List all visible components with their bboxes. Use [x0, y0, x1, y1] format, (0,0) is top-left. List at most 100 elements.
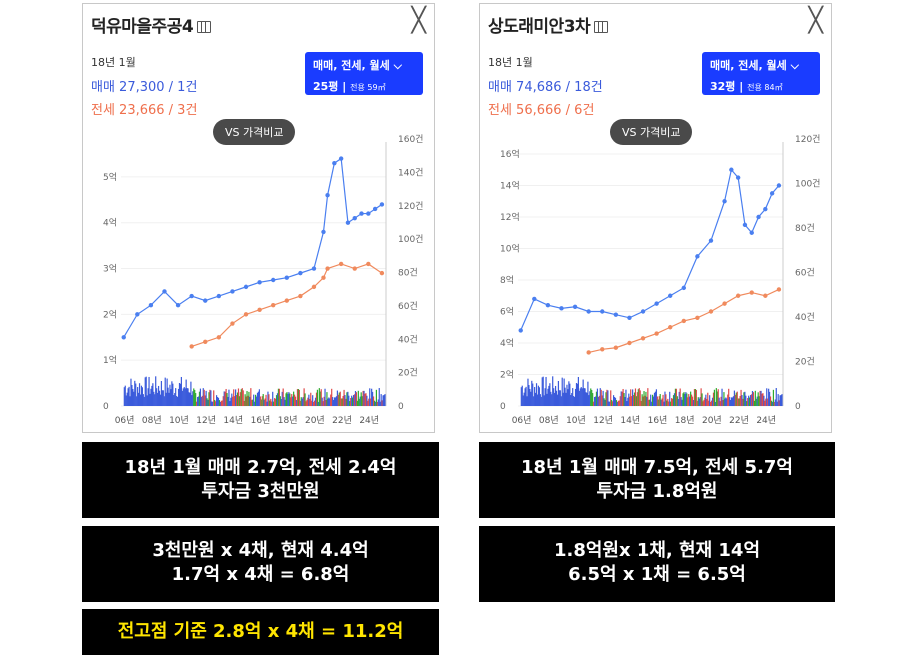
volume-bar [544, 388, 546, 406]
volume-bar [228, 389, 230, 406]
volume-bar [291, 394, 293, 406]
volume-bar [781, 394, 783, 406]
price-point [325, 266, 330, 271]
volume-bar [336, 390, 339, 406]
volume-bar [737, 398, 739, 406]
x-tick-label: 20년 [702, 415, 722, 426]
price-point [189, 344, 194, 349]
volume-bar [759, 390, 761, 406]
volume-bar [623, 393, 625, 406]
volume-bar [534, 392, 537, 406]
price-point [372, 206, 378, 212]
volume-bar [225, 388, 227, 406]
summary-line: 18년 1월 매매 2.7억, 전세 2.4억 [124, 457, 397, 478]
volume-bar [679, 388, 681, 406]
type-filter-button[interactable]: 매매, 전세, 월세 ⌵ 32평 | 전용 84㎡ [702, 52, 820, 95]
volume-bar [161, 390, 163, 406]
volume-bar [554, 385, 557, 406]
price-point [332, 160, 337, 166]
volume-bar [599, 388, 601, 406]
volume-bar [315, 392, 318, 406]
volume-bar [547, 388, 549, 406]
volume-bar [362, 390, 364, 406]
price-point [284, 298, 289, 303]
close-icon[interactable]: ╳ [808, 6, 823, 34]
price-point [722, 199, 727, 204]
volume-bar [278, 388, 280, 406]
filter-area: 전용 84㎡ [747, 83, 783, 92]
volume-bar [217, 397, 220, 406]
volume-bar [186, 388, 188, 406]
x-tick-label: 08년 [539, 415, 559, 426]
x-tick-label: 20년 [305, 415, 325, 426]
volume-bar [535, 383, 538, 406]
volume-bar [770, 400, 773, 406]
map-icon[interactable] [197, 21, 212, 33]
price-point [271, 277, 276, 283]
volume-bar [141, 387, 143, 406]
volume-bar [266, 401, 268, 406]
vs-compare-button[interactable]: VS 가격비교 [610, 119, 693, 145]
x-tick-label: 10년 [566, 415, 586, 426]
price-point [203, 298, 208, 303]
volume-bar [522, 395, 524, 406]
volume-bar [171, 381, 173, 406]
volume-bar [232, 396, 234, 406]
volume-bar [530, 391, 532, 406]
volume-bar [626, 401, 628, 406]
volume-bar [359, 396, 361, 406]
volume-bar [176, 396, 178, 406]
volume-bar [545, 376, 547, 406]
volume-bar [582, 379, 584, 406]
volume-bar [651, 401, 653, 406]
volume-bar [240, 389, 242, 406]
y-tick-label: 12억 [500, 211, 520, 223]
volume-bar [673, 393, 676, 406]
volume-bar [353, 394, 356, 406]
type-filter-button[interactable]: 매매, 전세, 월세 ⌵ 25평 | 전용 59㎡ [305, 52, 423, 95]
price-point [749, 290, 754, 295]
volume-bar [591, 389, 593, 406]
price-point [545, 303, 551, 308]
volume-bar [704, 397, 706, 406]
vs-compare-button[interactable]: VS 가격비교 [213, 119, 296, 145]
volume-bar [671, 398, 674, 406]
volume-bar [275, 395, 278, 406]
x-tick-label: 10년 [169, 415, 189, 426]
summary-line: 6.5억 x 1채 = 6.5억 [568, 564, 746, 585]
volume-bar [327, 398, 329, 406]
volume-bar [632, 395, 635, 406]
price-point [640, 309, 646, 314]
volume-bar [604, 399, 606, 406]
volume-bar [606, 389, 608, 406]
volume-bar [198, 391, 201, 406]
volume-bar [274, 398, 277, 406]
volume-bar [243, 400, 245, 406]
volume-bar [350, 398, 352, 406]
price-point [338, 156, 344, 161]
volume-bar [280, 399, 282, 406]
volume-bar [181, 390, 183, 406]
volume-bar [699, 397, 701, 406]
volume-bar [769, 391, 771, 406]
volume-bar [215, 395, 218, 406]
volume-bar [559, 390, 561, 406]
volume-bar [691, 396, 694, 406]
volume-bar [554, 392, 556, 406]
price-point [321, 229, 326, 235]
summary-box-right-2: 1.8억원x 1채, 현재 14억 6.5억 x 1채 = 6.5억 [479, 526, 835, 602]
volume-bar [339, 391, 341, 406]
y-tick-label: 10억 [500, 243, 520, 255]
volume-bar [617, 400, 619, 406]
close-icon[interactable]: ╳ [411, 6, 426, 34]
price-point [359, 211, 364, 216]
volume-bar [335, 396, 338, 406]
price-series-line [191, 263, 383, 348]
x-tick-label: 24년 [359, 415, 379, 426]
volume-bar [655, 389, 657, 406]
map-icon[interactable] [594, 21, 609, 33]
volume-bar [332, 397, 334, 406]
volume-bar [216, 397, 219, 406]
price-point [243, 284, 249, 290]
volume-bar [311, 400, 313, 406]
